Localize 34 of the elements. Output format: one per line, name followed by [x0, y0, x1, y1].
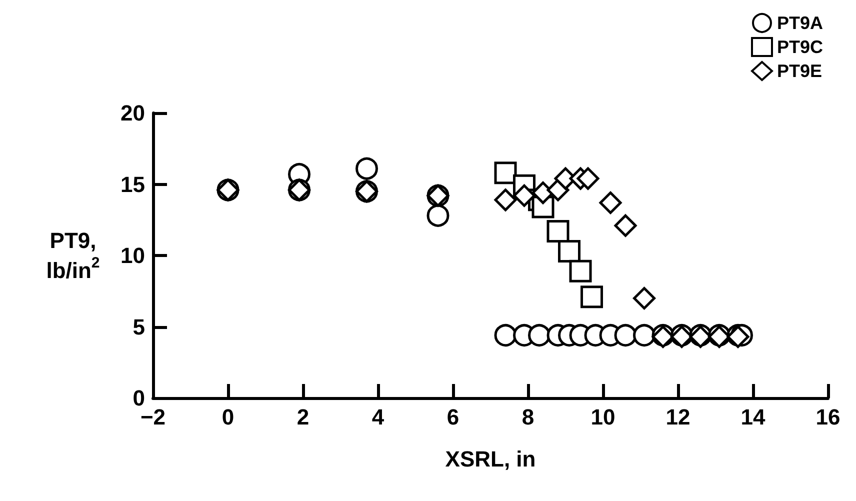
point [494, 188, 517, 212]
y-tick-label: 20 [120, 100, 145, 126]
x-tick-label: 14 [740, 404, 766, 430]
x-tick-label: 16 [816, 404, 840, 430]
legend-label: PT9C [776, 37, 824, 57]
y-tick-label: 15 [120, 172, 145, 197]
point [528, 324, 550, 347]
point [569, 260, 592, 282]
point [356, 157, 378, 180]
point [614, 214, 637, 237]
x-tick-label: 2 [296, 404, 310, 430]
y-tick-label: 10 [120, 243, 145, 268]
point [513, 184, 536, 207]
x-tick-label: 12 [666, 404, 690, 430]
x-tick-label: 4 [372, 404, 385, 430]
legend-label: PT9A [776, 13, 824, 33]
point [558, 240, 580, 262]
point [576, 167, 600, 190]
point [614, 324, 637, 347]
point [546, 220, 570, 243]
x-axis-title: XSRL, in [445, 446, 536, 472]
point [580, 286, 603, 308]
legend-label: PT9E [776, 61, 822, 81]
y-tick-label: 5 [132, 314, 145, 340]
x-tick-label: 0 [222, 404, 234, 430]
x-tick-label: 6 [446, 404, 460, 430]
point [494, 324, 517, 347]
point [426, 204, 450, 227]
point [633, 287, 656, 310]
x-tick-label: 8 [522, 404, 534, 430]
point [494, 162, 517, 184]
x-tick-label: 10 [590, 404, 616, 430]
point [599, 192, 622, 214]
point [633, 324, 656, 347]
